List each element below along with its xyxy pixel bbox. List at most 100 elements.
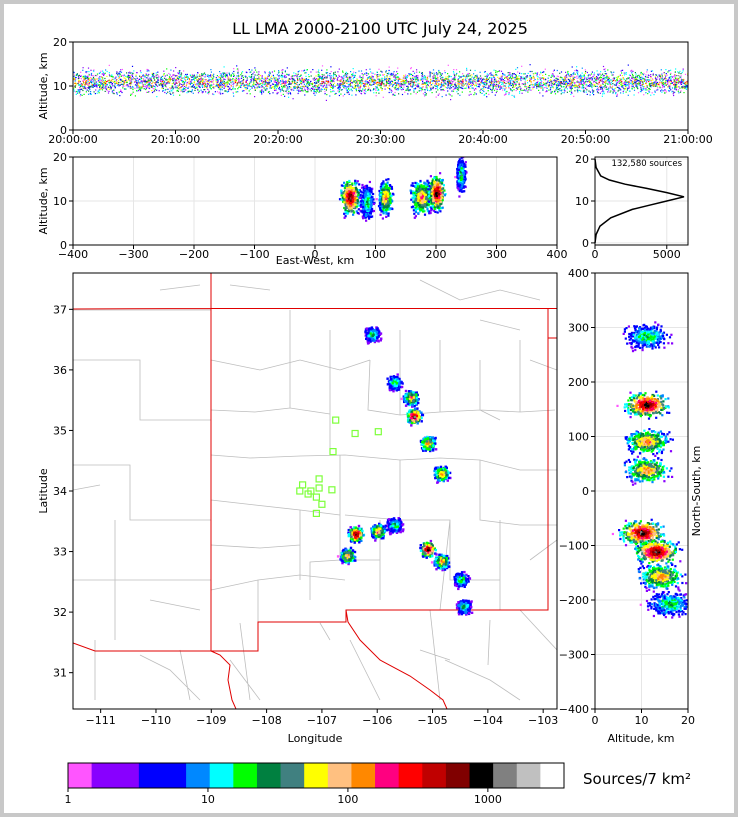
time-source-point — [365, 85, 367, 88]
time-source-point — [512, 83, 514, 86]
time-source-point — [346, 77, 348, 79]
time-source-point — [97, 90, 99, 92]
time-source-point — [126, 81, 128, 84]
time-source-point — [402, 79, 404, 81]
time-source-point — [420, 79, 422, 81]
time-source-point — [141, 85, 143, 87]
time-source-point — [576, 75, 578, 77]
time-source-point — [620, 84, 622, 86]
time-source-point — [199, 80, 201, 83]
time-source-point — [82, 89, 84, 92]
time-source-point — [405, 89, 407, 91]
time-source-point — [556, 78, 559, 80]
time-source-point — [605, 76, 607, 79]
time-source-point — [138, 84, 140, 86]
time-source-point — [677, 79, 679, 81]
time-source-point — [312, 86, 314, 88]
time-source-point — [522, 76, 524, 78]
time-source-point — [160, 80, 162, 82]
time-source-point — [657, 76, 659, 78]
time-source-point — [186, 92, 188, 94]
time-source-point — [149, 79, 151, 81]
time-source-point — [557, 79, 559, 81]
time-source-point — [556, 84, 558, 87]
time-source-point — [146, 77, 148, 79]
time-source-point — [410, 93, 412, 95]
time-source-point — [326, 69, 328, 71]
time-source-point — [634, 76, 637, 78]
time-source-point — [128, 75, 130, 77]
time-source-point — [578, 77, 580, 79]
time-source-point — [227, 85, 229, 87]
time-source-point — [106, 70, 108, 73]
time-source-point — [556, 86, 558, 88]
time-source-point — [512, 80, 514, 82]
time-source-point — [412, 78, 415, 81]
time-source-point — [472, 82, 474, 85]
time-source-point — [686, 85, 688, 87]
time-source-point — [261, 79, 263, 81]
time-source-point — [613, 89, 615, 91]
time-source-point — [670, 89, 672, 91]
time-source-point — [261, 77, 263, 79]
time-source-point — [460, 76, 462, 78]
time-source-point — [555, 80, 557, 82]
time-source-point — [395, 85, 398, 87]
time-source-point — [675, 79, 677, 81]
time-source-point — [163, 83, 165, 85]
time-source-point — [474, 85, 476, 87]
time-source-point — [665, 91, 667, 93]
time-source-point — [514, 85, 516, 87]
time-source-point — [259, 78, 261, 80]
time-source-point — [569, 79, 571, 81]
time-source-point — [665, 83, 667, 85]
time-source-point — [684, 86, 686, 88]
time-source-point — [321, 82, 323, 84]
time-source-point — [140, 72, 142, 74]
time-source-point — [90, 78, 93, 80]
time-source-point — [609, 84, 611, 86]
time-source-point — [177, 85, 179, 87]
time-source-point — [313, 90, 315, 92]
time-source-point — [104, 80, 106, 82]
time-source-point — [393, 79, 395, 81]
time-source-point — [264, 84, 266, 86]
time-source-point — [321, 80, 323, 83]
time-source-point — [540, 82, 542, 85]
time-source-point — [583, 75, 585, 78]
time-source-point — [336, 79, 338, 81]
time-source-point — [529, 64, 531, 66]
time-source-point — [317, 87, 319, 89]
time-source-point — [653, 94, 655, 96]
time-source-point — [555, 87, 558, 90]
time-source-point — [352, 73, 354, 75]
time-source-point — [498, 70, 500, 72]
time-source-point — [123, 85, 125, 87]
time-source-point — [430, 78, 432, 80]
time-source-point — [329, 85, 331, 87]
time-source-point — [368, 82, 370, 84]
time-source-point — [276, 86, 278, 88]
time-source-point — [628, 77, 630, 79]
time-source-point — [355, 88, 357, 90]
time-source-point — [405, 82, 407, 84]
time-source-point — [404, 84, 406, 86]
time-source-point — [77, 82, 79, 85]
time-source-point — [120, 83, 122, 85]
time-source-point — [317, 78, 319, 80]
time-source-point — [617, 90, 619, 92]
time-source-point — [580, 81, 582, 83]
time-source-point — [209, 85, 211, 87]
time-source-point — [624, 72, 626, 74]
time-source-point — [178, 81, 180, 83]
time-source-point — [85, 91, 87, 93]
time-source-point — [273, 81, 275, 83]
time-source-point — [259, 79, 261, 81]
time-source-point — [435, 96, 437, 98]
time-source-point — [670, 79, 672, 81]
time-source-point — [571, 92, 573, 94]
time-source-point — [613, 78, 615, 80]
time-source-point — [388, 82, 390, 85]
time-source-point — [665, 75, 667, 77]
